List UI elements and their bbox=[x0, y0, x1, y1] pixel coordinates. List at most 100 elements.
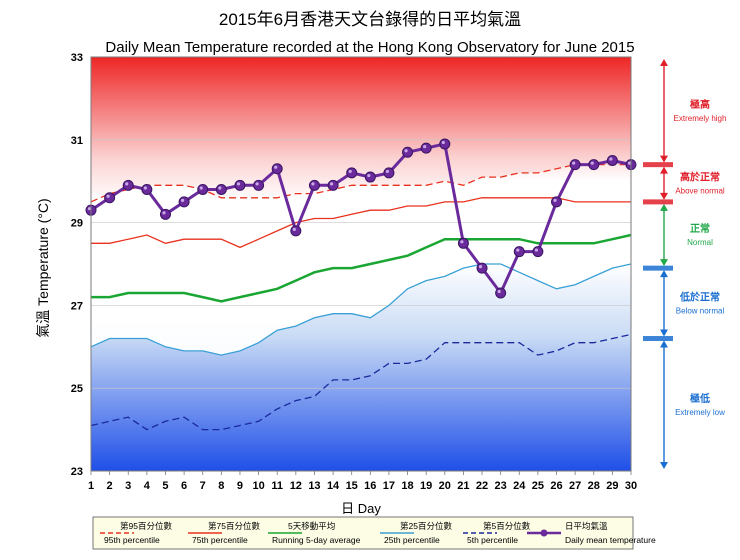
series-line-1 bbox=[91, 197, 631, 249]
category-label-en: Above normal bbox=[675, 186, 725, 195]
daily-mean-point-highlight bbox=[609, 157, 613, 161]
category-arrow-up bbox=[660, 203, 668, 211]
daily-mean-point bbox=[513, 246, 525, 258]
legend-item-3: 第25百分位數 25th percentile bbox=[380, 521, 452, 545]
y-tick-label: 25 bbox=[71, 383, 83, 395]
daily-mean-point-highlight bbox=[236, 182, 241, 186]
daily-mean-point bbox=[308, 179, 320, 191]
legend-label-zh: 第95百分位數 bbox=[120, 521, 172, 531]
daily-mean-point-highlight bbox=[125, 182, 129, 186]
category-label-en: Normal bbox=[687, 238, 713, 247]
daily-mean-point bbox=[476, 262, 488, 274]
series-line-3 bbox=[90, 263, 632, 356]
legend-item-1: 第75百分位數 75th percentile bbox=[188, 521, 260, 545]
daily-mean-point bbox=[271, 163, 283, 175]
y-axis-label: 氣溫 Temperature (°C) bbox=[35, 198, 51, 337]
legend-label-en: Running 5-day average bbox=[272, 535, 361, 545]
daily-mean-point bbox=[532, 246, 544, 258]
daily-mean-point-highlight bbox=[590, 161, 594, 165]
category-label-en: Below normal bbox=[676, 306, 725, 315]
legend-label-en: 95th percentile bbox=[104, 535, 160, 545]
category-arrow-down bbox=[660, 192, 668, 200]
x-tick-label: 5 bbox=[162, 480, 168, 492]
category-4: 極低 Extremely low bbox=[660, 340, 725, 469]
category-arrow-up bbox=[660, 166, 668, 174]
below-25th-region bbox=[91, 264, 631, 471]
x-tick-label: 20 bbox=[439, 480, 451, 492]
daily-mean-point-highlight bbox=[516, 248, 520, 252]
daily-mean-point-highlight bbox=[255, 182, 259, 186]
daily-mean-point bbox=[439, 138, 451, 150]
daily-mean-point-highlight bbox=[460, 240, 464, 244]
daily-mean-point-highlight bbox=[404, 149, 408, 153]
category-boundary-marker bbox=[643, 265, 673, 271]
daily-mean-point-highlight bbox=[87, 207, 92, 211]
x-tick-label: 19 bbox=[420, 480, 432, 492]
x-tick-label: 10 bbox=[252, 480, 264, 492]
daily-mean-point-highlight bbox=[329, 182, 334, 186]
legend-label-en: 25th percentile bbox=[384, 535, 440, 545]
daily-mean-point bbox=[215, 183, 227, 195]
x-tick-label: 1 bbox=[88, 480, 94, 492]
x-tick-label: 25 bbox=[532, 480, 544, 492]
daily-mean-point-highlight bbox=[367, 173, 371, 178]
daily-mean-point bbox=[420, 142, 432, 154]
y-tick-label: 29 bbox=[71, 218, 83, 230]
category-2: 正常 Normal bbox=[660, 203, 713, 267]
daily-mean-point-highlight bbox=[274, 165, 278, 169]
x-tick-label: 18 bbox=[401, 480, 413, 492]
category-label-zh: 正常 bbox=[690, 222, 710, 235]
series-line-0 bbox=[90, 163, 631, 203]
daily-mean-point bbox=[159, 208, 171, 220]
legend-item-4: 第5百分位數 5th percentile bbox=[463, 521, 531, 545]
daily-mean-point-highlight bbox=[162, 211, 166, 215]
daily-mean-point bbox=[104, 192, 116, 204]
category-label-zh: 極高 bbox=[690, 98, 710, 111]
x-tick-label: 7 bbox=[200, 480, 206, 492]
category-arrow-down bbox=[660, 462, 668, 469]
y-tick-label: 23 bbox=[71, 466, 83, 478]
chart-title: 2015年6月香港天文台錄得的日平均氣溫 bbox=[219, 10, 521, 29]
x-tick-label: 23 bbox=[495, 480, 507, 492]
daily-mean-point-highlight bbox=[572, 161, 576, 165]
x-axis-label: 日 Day bbox=[341, 501, 381, 516]
daily-mean-point bbox=[364, 171, 376, 183]
category-arrow-up bbox=[660, 59, 668, 66]
daily-mean-point-highlight bbox=[311, 182, 315, 186]
x-tick-label: 3 bbox=[125, 480, 131, 492]
daily-mean-point bbox=[588, 159, 600, 171]
daily-mean-point-highlight bbox=[106, 194, 110, 198]
series-layer bbox=[85, 138, 637, 431]
daily-mean-point-highlight bbox=[348, 169, 352, 174]
daily-mean-point bbox=[290, 225, 302, 237]
x-tick-label: 26 bbox=[550, 480, 562, 492]
legend-item-0: 第95百分位數 95th percentile bbox=[100, 521, 172, 545]
x-tick-label: 28 bbox=[588, 480, 600, 492]
x-tick-label: 13 bbox=[308, 480, 320, 492]
daily-mean-point-highlight bbox=[181, 198, 185, 202]
plot-frame bbox=[90, 56, 632, 472]
daily-mean-point bbox=[383, 167, 395, 179]
x-tick-label: 6 bbox=[181, 480, 187, 492]
daily-mean-point-highlight bbox=[534, 248, 538, 252]
x-tick-label: 16 bbox=[364, 480, 376, 492]
x-tick-label: 30 bbox=[625, 480, 637, 492]
daily-mean-point-highlight bbox=[423, 144, 427, 149]
category-arrow-down bbox=[660, 155, 668, 163]
above-95th-region bbox=[91, 57, 631, 202]
category-side-panel: 極高 Extremely high 高於正常 Above normal 正常 Normal… bbox=[643, 59, 726, 469]
daily-mean-point-highlight bbox=[478, 265, 483, 269]
category-boundary-marker bbox=[643, 336, 673, 342]
daily-mean-point-highlight bbox=[218, 186, 222, 190]
daily-mean-point bbox=[569, 159, 581, 171]
normal-band bbox=[91, 197, 631, 356]
daily-mean-point-highlight bbox=[143, 186, 147, 190]
daily-mean-point bbox=[178, 196, 190, 208]
daily-mean-point-highlight bbox=[627, 161, 632, 165]
legend-label-zh: 第25百分位數 bbox=[400, 521, 452, 531]
legend-marker bbox=[540, 529, 548, 537]
plot-background bbox=[91, 57, 631, 471]
x-tick-label: 11 bbox=[271, 480, 283, 492]
category-3: 低於正常 Below normal bbox=[660, 270, 725, 337]
